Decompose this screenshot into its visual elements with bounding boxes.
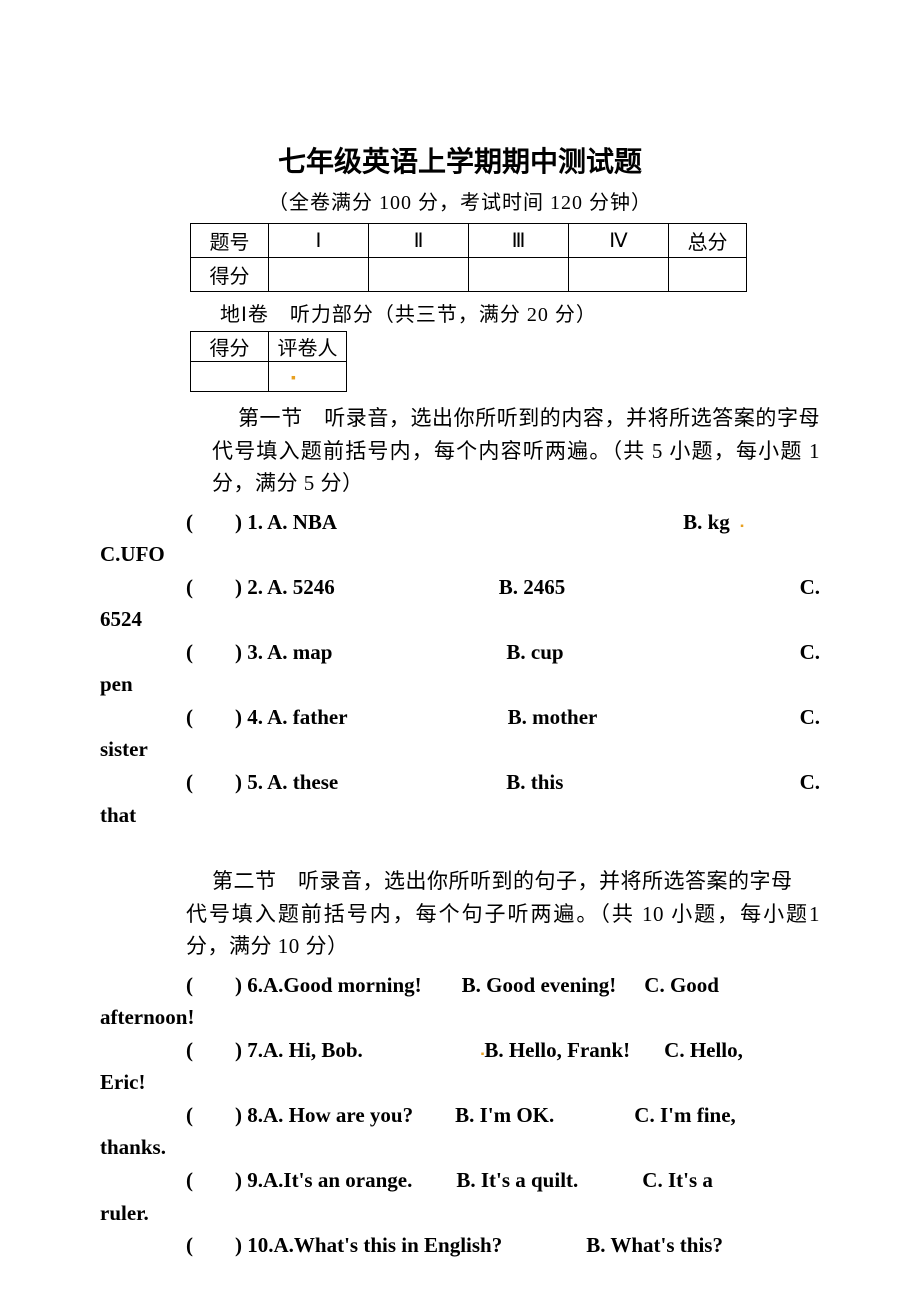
- q8-a: ( ) 8.A. How are you?: [186, 1103, 413, 1127]
- question-10: ( ) 10.A.What's this in English? B. What'…: [100, 1229, 820, 1262]
- exam-subtitle: （全卷满分 100 分，考试时间 120 分钟）: [100, 186, 820, 215]
- q5-b: B. this: [506, 770, 563, 794]
- question-3: ( ) 3. A. map B. cup C. pen: [100, 636, 820, 701]
- cell: ▪: [269, 362, 347, 392]
- q8-cwrap: thanks.: [100, 1131, 820, 1164]
- cell: [269, 258, 369, 292]
- table-row: ▪: [191, 362, 347, 392]
- q9-a: ( ) 9.A.It's an orange.: [186, 1168, 412, 1192]
- question-4: ( ) 4. A. father B. mother C. sister: [100, 701, 820, 766]
- q10-b: B. What's this?: [586, 1233, 723, 1257]
- cell: [569, 258, 669, 292]
- cell: 评卷人: [269, 332, 347, 362]
- q4-a: ( ) 4. A. father: [186, 705, 348, 729]
- q3-c: C.: [800, 636, 820, 669]
- q2-c: C.: [800, 571, 820, 604]
- question-1: ( ) 1. A. NBAB. kg ▪ C.UFO: [100, 506, 820, 571]
- q7-a: ( ) 7.A. Hi, Bob.: [186, 1038, 363, 1062]
- q5-cwrap: that: [100, 799, 820, 832]
- cell: Ⅳ: [569, 224, 669, 258]
- q7-c: C. Hello,: [664, 1038, 743, 1062]
- q1-a: ( ) 1. A. NBA: [186, 510, 337, 534]
- q3-cwrap: pen: [100, 668, 820, 701]
- question-9: ( ) 9.A.It's an orange. B. It's a quilt. C…: [100, 1164, 820, 1229]
- exam-title: 七年级英语上学期期中测试题: [100, 140, 820, 180]
- cell: 题号: [191, 224, 269, 258]
- table-row: 得分: [191, 258, 747, 292]
- question-8: ( ) 8.A. How are you? B. I'm OK. C. I'm fi…: [100, 1099, 820, 1164]
- listening-header: 地Ⅰ卷 听力部分（共三节，满分 20 分）: [220, 298, 820, 327]
- q2-cwrap: 6524: [100, 603, 820, 636]
- cell: [191, 362, 269, 392]
- q4-b: B. mother: [508, 705, 598, 729]
- q9-cwrap: ruler.: [100, 1197, 820, 1230]
- q3-b: B. cup: [506, 640, 563, 664]
- q2-b: B. 2465: [499, 575, 566, 599]
- section1-instruction: 第一节 听录音，选出你所听到的内容，并将所选答案的字母代号填入题前括号内，每个内…: [212, 402, 820, 500]
- section2-line1: 第二节 听录音，选出你所听到的句子，并将所选答案的字母: [186, 865, 820, 898]
- score-table: 题号 Ⅰ Ⅱ Ⅲ Ⅳ 总分 得分: [190, 223, 747, 292]
- table-row: 题号 Ⅰ Ⅱ Ⅲ Ⅳ 总分: [191, 224, 747, 258]
- table-row: 得分 评卷人: [191, 332, 347, 362]
- cell: [369, 258, 469, 292]
- q7-cwrap: Eric!: [100, 1066, 820, 1099]
- q2-a: ( ) 2. A. 5246: [186, 575, 335, 599]
- cell: [469, 258, 569, 292]
- q7-b: B. Hello, Frank!: [484, 1038, 630, 1062]
- question-5: ( ) 5. A. these B. this C. that: [100, 766, 820, 831]
- q1-b: B. kg: [683, 510, 730, 534]
- q4-c: C.: [800, 701, 820, 734]
- cell: Ⅱ: [369, 224, 469, 258]
- cell: 得分: [191, 258, 269, 292]
- question-6: ( ) 6.A.Good morning! B. Good evening! C. …: [100, 969, 820, 1034]
- q5-a: ( ) 5. A. these: [186, 770, 338, 794]
- q10-a: ( ) 10.A.What's this in English?: [186, 1233, 502, 1257]
- q6-a: ( ) 6.A.Good morning!: [186, 973, 422, 997]
- section2-instruction: 第二节 听录音，选出你所听到的句子，并将所选答案的字母 代号填入题前括号内，每个…: [186, 865, 820, 963]
- q6-b: B. Good evening!: [462, 973, 617, 997]
- cell: Ⅰ: [269, 224, 369, 258]
- q8-b: B. I'm OK.: [455, 1103, 554, 1127]
- grader-table: 得分 评卷人 ▪: [190, 331, 347, 392]
- question-2: ( ) 2. A. 5246 B. 2465 C. 6524: [100, 571, 820, 636]
- cell: 总分: [669, 224, 747, 258]
- q4-cwrap: sister: [100, 733, 820, 766]
- q6-cwrap: afternoon!: [100, 1001, 820, 1034]
- q3-a: ( ) 3. A. map: [186, 640, 332, 664]
- q5-c: C.: [800, 766, 820, 799]
- cell: Ⅲ: [469, 224, 569, 258]
- q9-c: C. It's a: [642, 1168, 713, 1192]
- q9-b: B. It's a quilt.: [456, 1168, 578, 1192]
- section2-line2: 代号填入题前括号内，每个句子听两遍。（共 10 小题，每小题1 分，满分 10 …: [186, 898, 820, 963]
- cell: 得分: [191, 332, 269, 362]
- q1-c: C.UFO: [100, 538, 820, 571]
- q6-c: C. Good: [644, 973, 719, 997]
- question-7: ( ) 7.A. Hi, Bob.▪B. Hello, Frank!C. Hel…: [100, 1034, 820, 1099]
- q8-c: C. I'm fine,: [634, 1103, 736, 1127]
- cell: [669, 258, 747, 292]
